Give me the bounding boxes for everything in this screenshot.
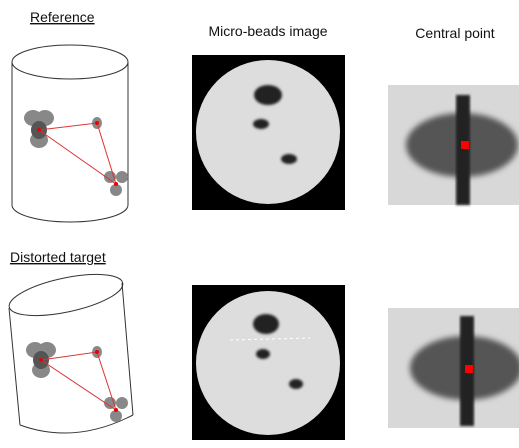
reference-cylinder (12, 45, 128, 222)
distorted-beads (26, 342, 128, 422)
micro-beads-image-distorted (192, 285, 345, 440)
reference-beads (24, 110, 128, 196)
central-point-distorted (388, 308, 519, 428)
central-point-reference (388, 85, 519, 205)
micro-beads-label: Micro-beads image (208, 23, 327, 39)
reference-label: Reference (30, 9, 95, 25)
distorted-target-label: Distorted target (10, 249, 106, 265)
micro-beads-image-reference (192, 55, 345, 210)
figure: Reference Micro-beads image Central poin… (0, 0, 519, 448)
distorted-cylinder (6, 266, 133, 433)
central-point-label: Central point (415, 25, 494, 41)
